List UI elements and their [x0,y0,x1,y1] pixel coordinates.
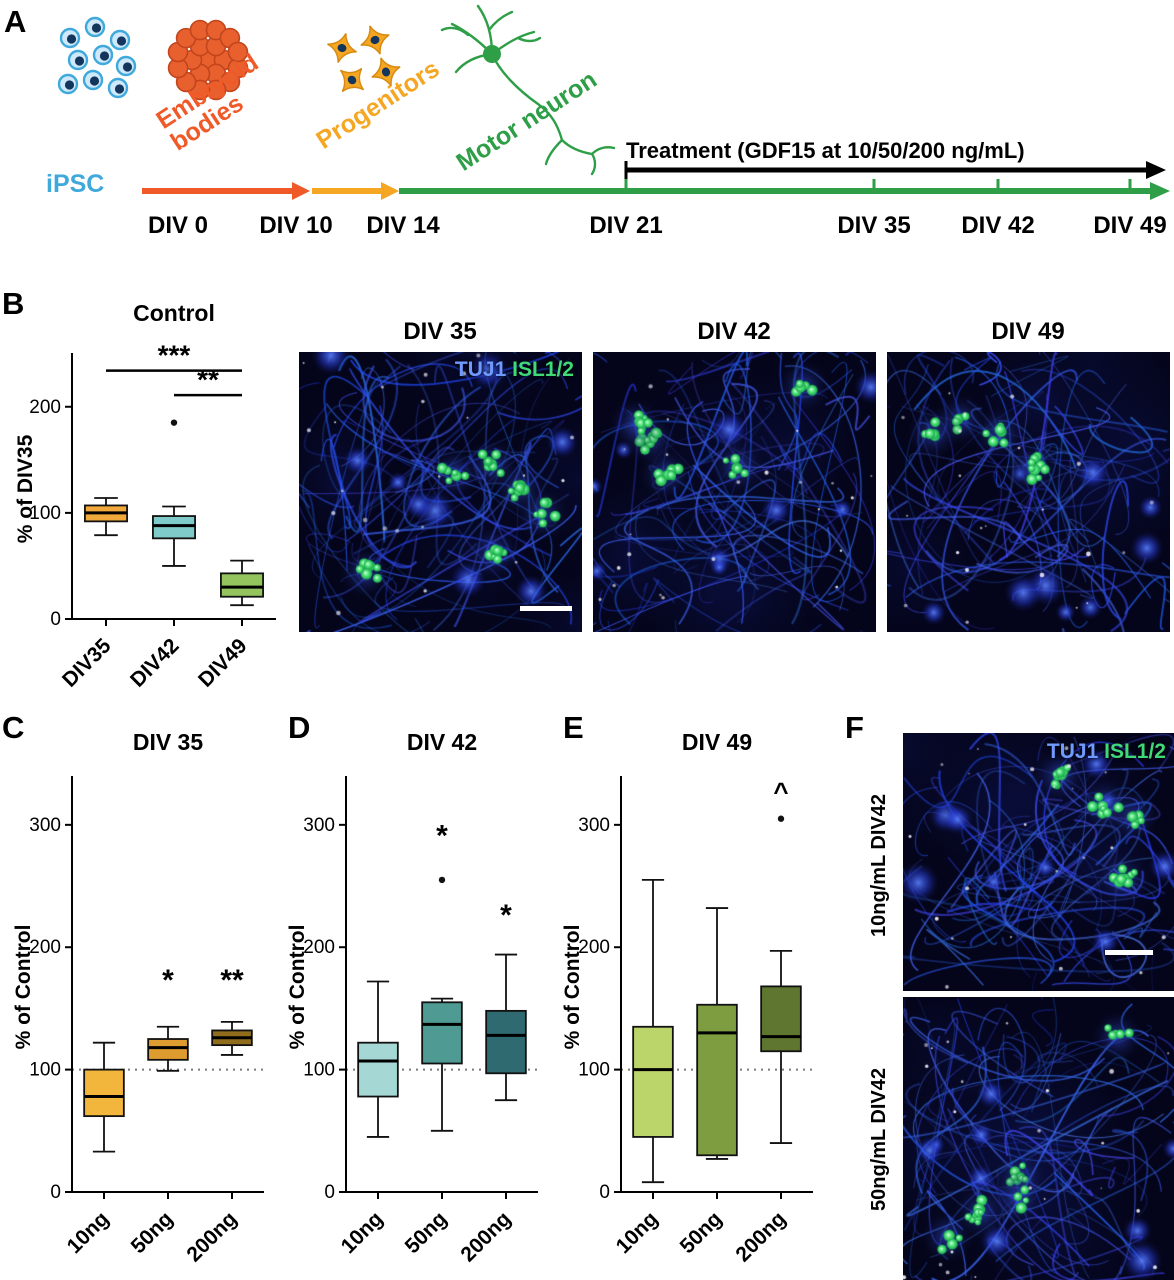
motor-neuron-icon [440,4,616,176]
svg-text:200: 200 [303,937,335,958]
micrograph-10ng-div42 [903,733,1174,991]
panel-a-schematic [57,4,1170,200]
tuj1-legend-label: TUJ1 [454,358,507,381]
timeline-tick-div42: DIV 42 [961,212,1035,239]
svg-text:200ng: 200ng [182,1207,241,1266]
svg-text:200ng: 200ng [731,1207,790,1266]
tuj1-legend-label: TUJ1 [1046,740,1099,763]
svg-text:DIV 35: DIV 35 [133,729,204,755]
svg-text:200: 200 [29,397,61,418]
panel-label-a: A [4,4,27,39]
svg-text:% of Control: % of Control [561,925,584,1050]
timeline-tick-div14: DIV 14 [366,212,440,239]
panel-label-f: F [845,710,864,745]
svg-text:**: ** [197,364,219,395]
timeline-tick-div10: DIV 10 [259,212,333,239]
svg-text:100: 100 [578,1060,610,1081]
svg-text:50ng: 50ng [401,1207,452,1258]
ipsc-cells-icon [57,16,137,99]
svg-text:50ng: 50ng [127,1207,178,1258]
svg-text:Control: Control [133,300,215,326]
svg-text:100: 100 [29,1060,61,1081]
micrograph-50ng-div42 [903,997,1174,1280]
svg-text:% of Control: % of Control [12,925,35,1050]
scale-bar [1105,950,1153,955]
micrograph-title-div35: DIV 35 [403,318,477,345]
svg-text:100: 100 [29,503,61,524]
svg-text:0: 0 [50,1182,61,1203]
scale-bar [520,606,572,611]
row-label-50ng: 50ng/mL DIV42 [868,1067,890,1211]
svg-text:10ng: 10ng [337,1207,388,1258]
svg-text:**: ** [220,964,244,997]
panel-label-d: D [288,710,311,745]
panel-label-e: E [563,710,584,745]
svg-text:100: 100 [303,1060,335,1081]
svg-text:DIV 42: DIV 42 [407,729,477,755]
micrograph-title-div49: DIV 49 [991,318,1065,345]
svg-text:300: 300 [578,815,610,836]
svg-text:300: 300 [303,815,335,836]
svg-text:DIV35: DIV35 [58,634,116,692]
svg-text:200: 200 [29,937,61,958]
svg-text:*: * [500,899,512,932]
row-label-10ng: 10ng/mL DIV42 [868,793,890,937]
timeline-tick-div49: DIV 49 [1093,212,1167,239]
svg-text:0: 0 [599,1182,610,1203]
micrograph-div42 [593,352,876,632]
boxplot-div42: 0 100 200 300 10ng 50ng 200ng * * DIV 42 % of Cont… [286,729,538,1266]
stain-legend-b: TUJ1 ISL1/2 [422,358,574,382]
progenitor-cells-icon [327,25,401,93]
timeline-tick-div0: DIV 0 [147,212,209,239]
timeline-tick-div21: DIV 21 [589,212,663,239]
svg-text:*: * [436,820,448,853]
micrograph-div49 [887,352,1170,632]
svg-text:% of Control: % of Control [286,925,309,1050]
svg-text:200: 200 [578,937,610,958]
svg-text:0: 0 [50,609,61,630]
timeline-tick-div35: DIV 35 [837,212,911,239]
svg-text:10ng: 10ng [63,1207,114,1258]
micrograph-title-div42: DIV 42 [697,318,771,345]
isl-legend-label: ISL1/2 [1104,740,1166,763]
svg-text:% of DIV35: % of DIV35 [14,434,37,543]
svg-text:300: 300 [29,815,61,836]
treatment-label: Treatment (GDF15 at 10/50/200 ng/mL) [626,138,1025,163]
boxplot-div49: 0 100 200 300 10ng 50ng 200ng ^ DIV 49 % of Contr… [561,729,813,1266]
svg-text:50ng: 50ng [676,1207,727,1258]
svg-text:DIV 49: DIV 49 [682,729,752,755]
embryoid-body-icon [167,19,249,101]
isl-legend-label: ISL1/2 [512,358,574,381]
svg-text:***: *** [158,340,191,371]
svg-text:0: 0 [324,1182,335,1203]
ipsc-label: iPSC [46,170,105,198]
panel-label-c: C [2,710,25,745]
svg-text:*: * [162,964,174,997]
svg-text:200ng: 200ng [456,1207,515,1266]
micrograph-div35 [299,352,582,632]
boxplot-control: 0 100 200 DIV35 DIV42 DIV49 ***** Control % of D… [14,300,276,692]
svg-text:10ng: 10ng [612,1207,663,1258]
svg-text:^: ^ [773,776,788,806]
stain-legend-f: TUJ1 ISL1/2 [1000,740,1166,764]
svg-text:DIV49: DIV49 [194,634,252,692]
panel-label-b: B [2,286,25,321]
svg-text:DIV42: DIV42 [126,634,184,692]
timeline-arrows [142,161,1170,200]
